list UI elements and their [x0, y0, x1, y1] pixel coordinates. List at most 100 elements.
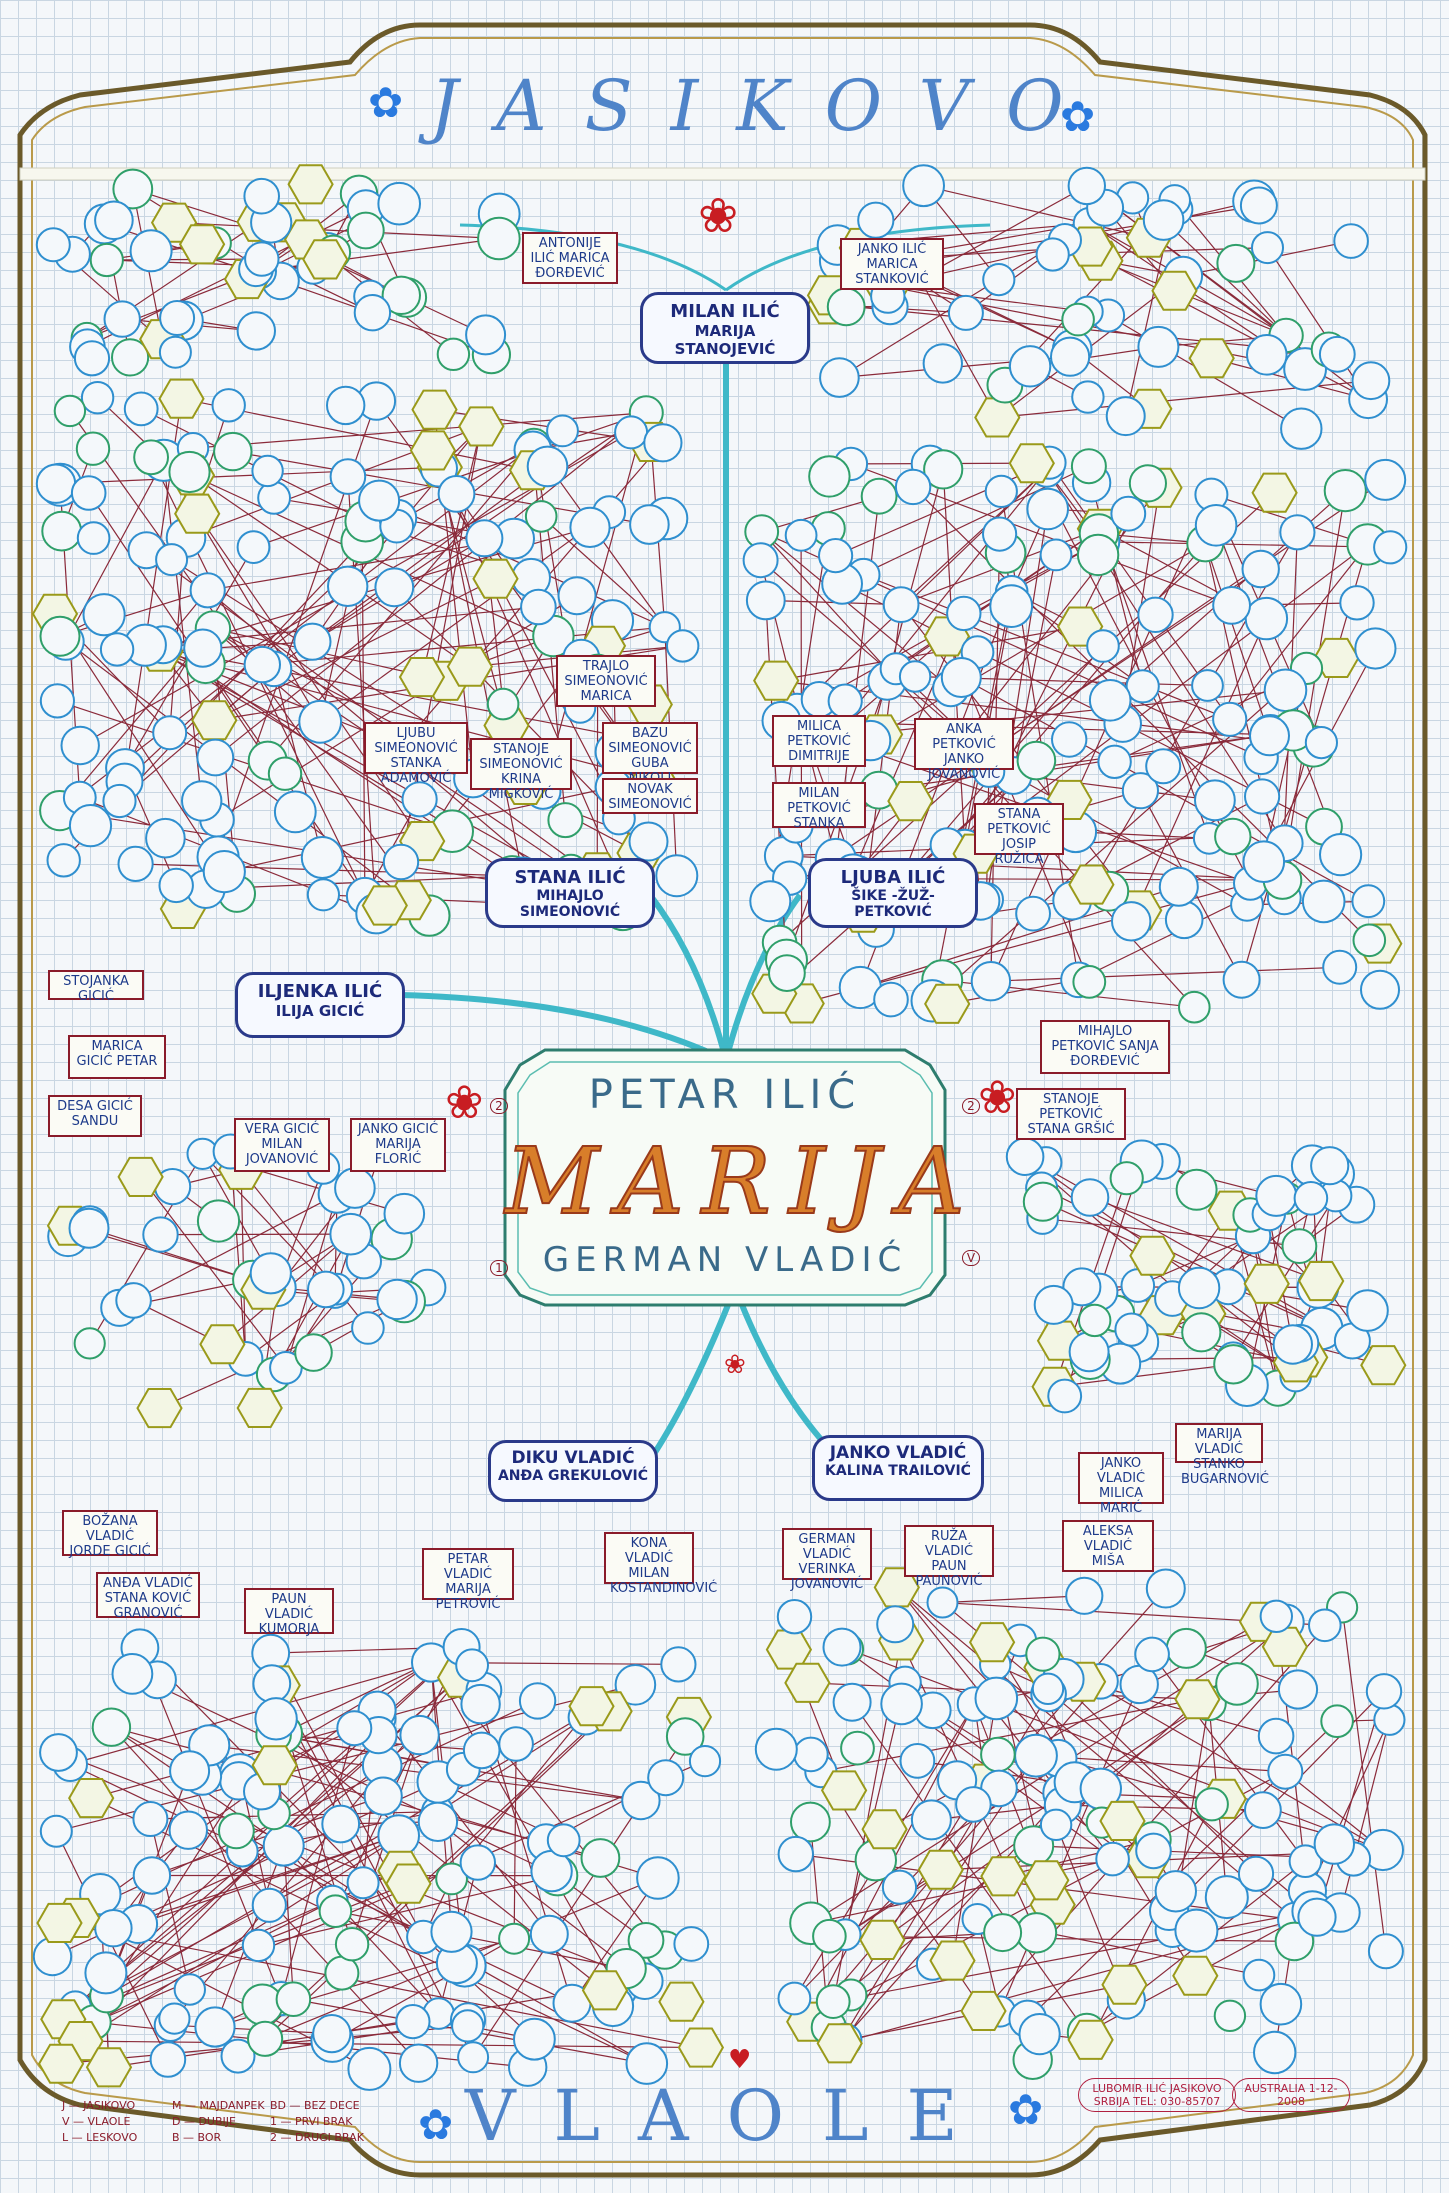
person-node — [294, 1333, 333, 1372]
person-node — [103, 300, 141, 338]
person-node — [39, 683, 76, 719]
married-person-node — [287, 164, 334, 205]
connector-line — [319, 511, 610, 723]
person-node — [636, 1856, 680, 1900]
person-node — [1065, 1576, 1104, 1615]
person-node — [1272, 1324, 1314, 1365]
person-node — [614, 1664, 657, 1706]
person-node — [1212, 701, 1248, 737]
ancestor-name: PETAR ILIĆ — [588, 1072, 862, 1118]
married-person-node — [117, 1156, 164, 1197]
person-node — [112, 168, 154, 210]
connector-line — [1089, 1196, 1322, 1282]
person-node — [899, 1743, 936, 1779]
connector-line — [571, 1877, 659, 2004]
name-box: ALEKSA VLADIĆ MIŠA — [1062, 1520, 1154, 1572]
person-node — [776, 1599, 813, 1635]
person-node — [1213, 1999, 1247, 2033]
person-node — [1246, 334, 1288, 376]
person-node — [123, 391, 159, 427]
person-node — [152, 715, 188, 751]
person-node — [46, 843, 81, 878]
name-box: MIHAJLO PETKOVIĆ SANJA ĐORĐEVIĆ — [1040, 1020, 1170, 1074]
person-node — [189, 572, 226, 609]
person-node — [1111, 901, 1152, 942]
person-node — [1367, 1933, 1404, 1970]
person-node — [1154, 1870, 1198, 1913]
connector-line — [88, 492, 269, 761]
person-node — [524, 500, 558, 533]
person-node — [688, 1745, 722, 1778]
person-node — [455, 1648, 490, 1683]
married-person-node — [1360, 1345, 1407, 1386]
person-node — [1280, 407, 1323, 450]
connector-line — [513, 1744, 517, 1939]
person-node — [1076, 533, 1120, 577]
connector-line — [851, 1701, 1088, 2034]
name-box: MARICA GICIĆ PETAR — [68, 1035, 166, 1079]
connector-line — [878, 734, 1271, 791]
connector-line — [1151, 1654, 1306, 1862]
person-node — [546, 1823, 581, 1858]
person-node — [158, 867, 194, 904]
person-node — [460, 1683, 501, 1725]
person-node — [326, 385, 366, 426]
person-node — [784, 518, 818, 552]
person-node — [53, 394, 87, 428]
person-node — [1259, 1599, 1294, 1634]
person-node — [300, 836, 344, 879]
couple-wife: ILIJA GICIĆ — [275, 1002, 365, 1020]
married-person-node — [385, 1863, 432, 1904]
married-person-node — [929, 1940, 976, 1981]
person-node — [1109, 1161, 1144, 1196]
person-node — [1251, 231, 1284, 265]
connector-line — [896, 1586, 1296, 1921]
married-person-node — [1298, 1261, 1345, 1302]
married-person-node — [1023, 1860, 1070, 1901]
connector-line — [820, 1698, 1198, 1773]
couple-husband: ILJENKA ILIĆ — [257, 981, 383, 1002]
person-node — [1095, 1841, 1130, 1877]
person-node — [181, 780, 223, 822]
person-node — [39, 615, 81, 657]
connector-line — [55, 466, 440, 485]
person-node — [768, 954, 806, 992]
person-node — [1244, 778, 1281, 815]
name-box: DESA GICIĆ SANDU — [48, 1095, 142, 1137]
connector-line — [1341, 1607, 1387, 1952]
person-node — [149, 2041, 187, 2078]
connector-line — [1137, 1235, 1254, 1287]
person-node — [1016, 740, 1057, 781]
person-node — [73, 1327, 106, 1360]
person-node — [293, 622, 332, 661]
person-node — [1333, 223, 1369, 259]
person-node — [351, 1311, 385, 1345]
rose-icon: ❀ — [698, 188, 739, 244]
person-node — [520, 588, 557, 626]
person-node — [660, 1646, 697, 1683]
connector-line — [931, 591, 1013, 1001]
person-node — [1257, 1717, 1295, 1755]
legend-item: B — BOR — [172, 2131, 222, 2144]
connector-line — [88, 1227, 253, 1281]
person-node — [374, 567, 415, 608]
person-node — [39, 1733, 78, 1772]
person-node — [173, 1973, 207, 2006]
person-node — [363, 1776, 403, 1816]
person-node — [1025, 1636, 1061, 1672]
connector-line — [59, 635, 430, 917]
person-node — [1145, 748, 1182, 785]
person-node — [1035, 237, 1070, 272]
name-box: BAZU SIMEONOVIĆ GUBA NIKOLI — [602, 722, 698, 786]
connector-line — [334, 1646, 463, 1912]
name-box: ANĐA VLADIĆ STANA KOVIĆ GRANOVIĆ — [96, 1572, 200, 1621]
person-node — [129, 229, 173, 273]
person-node — [399, 1714, 440, 1756]
connector-line — [93, 1900, 333, 2023]
person-node — [790, 1801, 831, 1843]
person-node — [111, 338, 150, 377]
person-node — [1051, 721, 1088, 758]
married-person-node — [1129, 1235, 1176, 1276]
person-node — [142, 1216, 179, 1253]
person-node — [220, 2038, 256, 2074]
